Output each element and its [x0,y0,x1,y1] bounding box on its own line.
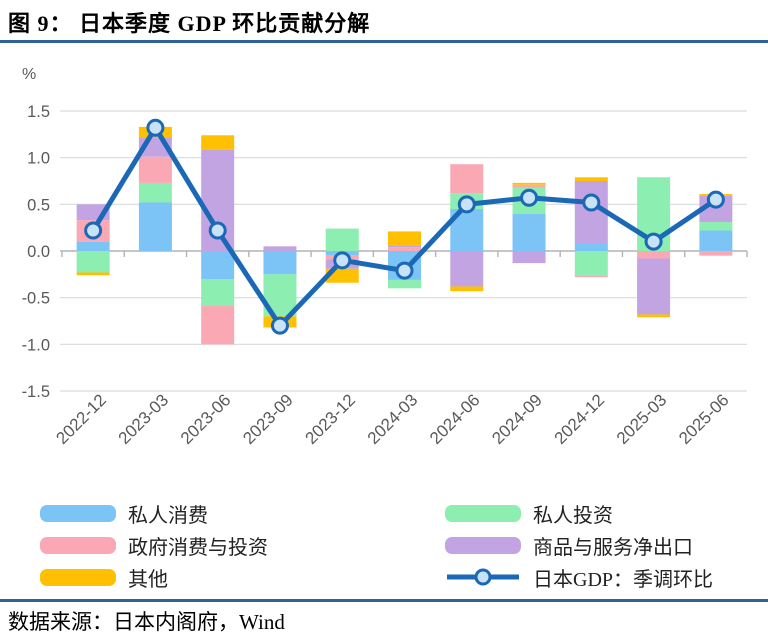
legend-swatch-private-investment [445,504,521,522]
x-tick-label: 2022-12 [52,390,110,448]
y-tick-label: 1.5 [27,103,50,121]
legend-item-gdp-line: 日本GDP：季调环比 [445,566,713,591]
x-tick-label: 2023-03 [115,390,173,448]
bar-segment-s3 [637,258,671,315]
bar-segment-s0 [699,230,733,251]
bar-segment-s0 [76,241,110,251]
x-tick-label: 2024-06 [426,390,484,448]
bar-segment-s0 [201,251,235,279]
gdp-line-marker [582,193,601,212]
legend-label-government: 政府消费与投资 [128,536,268,559]
legend-swatch-net-exports [445,536,521,554]
y-tick-label: -1.5 [22,383,50,401]
y-tick-label: -1.0 [22,336,50,354]
bar-segment-s2 [138,156,172,183]
x-tick-label: 2025-06 [675,390,733,448]
bar-segment-s4 [574,177,608,182]
bar-segment-s3 [263,246,297,251]
x-tick-label: 2023-12 [302,390,360,448]
x-tick-label: 2023-06 [177,390,235,448]
bar-segment-s1 [699,222,733,231]
legend-swatch-government [40,536,116,554]
legend-item-other: 其他 [40,566,168,591]
bar-segment-s0 [574,243,608,251]
gdp-line-marker [520,188,539,207]
bar-segment-s4 [450,286,484,292]
bar-segment-s3 [450,251,484,287]
legend-label-net-exports: 商品与服务净出口 [533,536,693,559]
bar-segment-s1 [201,278,235,307]
y-tick-label: 0.0 [27,243,50,261]
y-tick-label: -0.5 [22,290,50,308]
gdp-line-marker [270,316,289,335]
legend-label-other: 其他 [128,568,168,591]
bar-segment-s4 [388,231,421,246]
legend-label-gdp-line: 日本GDP：季调环比 [533,568,714,591]
gdp-line-sample-icon [447,568,519,586]
bar-segment-s1 [388,279,421,289]
footer-divider [0,599,768,602]
bar-segment-s1 [138,182,172,203]
legend-label-private-consumption: 私人消费 [128,504,208,527]
bar-segment-s4 [201,135,235,150]
bar-segment-s1 [76,251,110,273]
bar-segment-s0 [263,251,297,275]
bar-segment-s4 [76,272,110,276]
bar-segment-s2 [201,306,235,345]
x-tick-label: 2024-03 [364,390,422,448]
legend-item-net-exports: 商品与服务净出口 [445,534,693,559]
y-tick-label: 1.0 [27,150,50,168]
bar-segment-s0 [138,202,172,251]
gdp-line-marker [208,221,227,240]
gdp-line-marker [333,251,352,270]
bar-segment-s3 [512,251,546,264]
bar-segment-s2 [699,251,733,256]
gdp-line-marker [84,221,103,240]
bar-segment-s1 [574,251,608,276]
legend-swatch-private-consumption [40,504,116,522]
bar-segment-s4 [512,182,546,185]
gdp-line-marker [395,261,414,280]
gdp-line-marker [457,195,476,214]
legend-swatch-other [40,568,116,586]
gdp-line-marker [146,118,165,137]
legend-item-private-investment: 私人投资 [445,502,613,527]
chart-legend: 私人消费 政府消费与投资 其他 私人投资 商品与服务净出口 日本GDP：季调环比 [0,496,768,596]
x-tick-label: 2024-12 [551,390,609,448]
title-divider [0,40,768,43]
bar-segment-s2 [450,164,484,194]
y-axis-unit-label: % [22,66,36,83]
y-tick-label: 0.5 [27,196,50,214]
data-source: 数据来源：日本内阁府，Wind [8,610,285,634]
legend-label-private-investment: 私人投资 [533,504,613,527]
bar-segment-s2 [388,247,421,251]
legend-item-private-consumption: 私人消费 [40,502,208,527]
x-tick-label: 2024-09 [488,390,546,448]
bar-segment-s2 [574,275,608,278]
bar-segment-s0 [512,213,546,251]
figure-title: 图 9： 日本季度 GDP 环比贡献分解 [8,11,371,36]
gdp-line-marker [706,190,725,209]
legend-item-government: 政府消费与投资 [40,534,268,559]
bar-segment-s4 [637,314,671,318]
bar-segment-s1 [325,228,359,251]
bar-segment-s3 [388,245,421,248]
gdp-chart-plot-area: 1.51.00.50.0-0.5-1.0-1.5%2022-12 2023-03 2… [22,66,748,448]
bar-segment-s2 [512,184,546,188]
bar-segment-s2 [637,251,671,259]
x-tick-label: 2023-09 [239,390,297,448]
x-tick-label: 2025-03 [613,390,671,448]
gdp-line-marker [644,232,663,251]
